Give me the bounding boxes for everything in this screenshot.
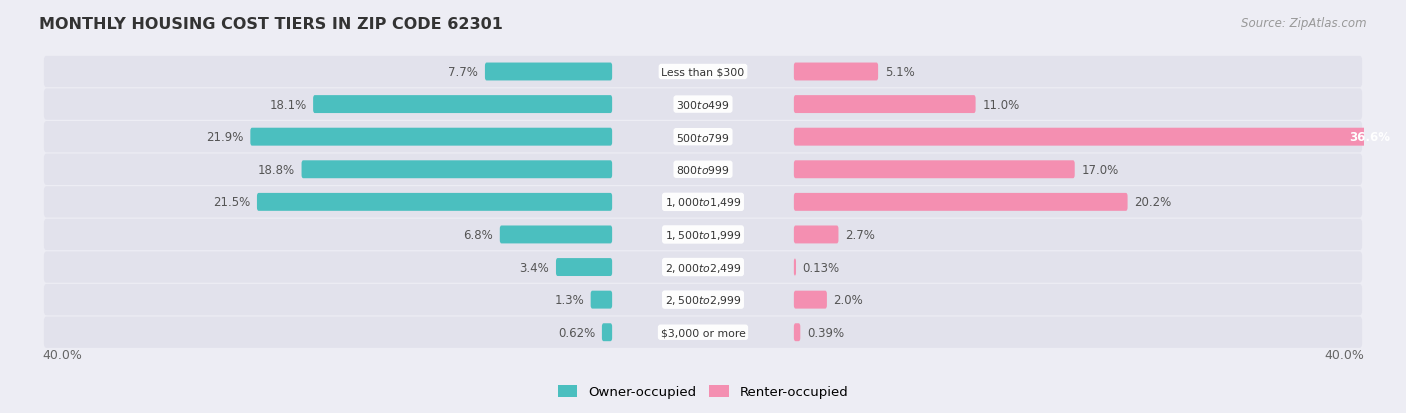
Text: 18.8%: 18.8% [257, 164, 295, 176]
FancyBboxPatch shape [794, 323, 800, 342]
Legend: Owner-occupied, Renter-occupied: Owner-occupied, Renter-occupied [553, 380, 853, 404]
Text: 0.39%: 0.39% [807, 326, 844, 339]
Text: $1,000 to $1,499: $1,000 to $1,499 [665, 196, 741, 209]
FancyBboxPatch shape [794, 96, 976, 114]
Text: 40.0%: 40.0% [1324, 348, 1364, 361]
Text: 17.0%: 17.0% [1081, 164, 1119, 176]
FancyBboxPatch shape [794, 193, 1128, 211]
FancyBboxPatch shape [44, 317, 1362, 348]
Text: 18.1%: 18.1% [270, 98, 307, 112]
FancyBboxPatch shape [44, 252, 1362, 283]
Text: 6.8%: 6.8% [464, 228, 494, 241]
Text: MONTHLY HOUSING COST TIERS IN ZIP CODE 62301: MONTHLY HOUSING COST TIERS IN ZIP CODE 6… [39, 17, 503, 31]
FancyBboxPatch shape [794, 128, 1399, 146]
FancyBboxPatch shape [499, 226, 612, 244]
Text: $300 to $499: $300 to $499 [676, 99, 730, 111]
Text: $2,000 to $2,499: $2,000 to $2,499 [665, 261, 741, 274]
FancyBboxPatch shape [44, 284, 1362, 316]
Text: 21.9%: 21.9% [207, 131, 243, 144]
Text: 0.13%: 0.13% [803, 261, 839, 274]
FancyBboxPatch shape [794, 291, 827, 309]
Text: 11.0%: 11.0% [983, 98, 1019, 112]
Text: $2,500 to $2,999: $2,500 to $2,999 [665, 293, 741, 306]
Text: 0.62%: 0.62% [558, 326, 595, 339]
FancyBboxPatch shape [44, 57, 1362, 88]
FancyBboxPatch shape [591, 291, 612, 309]
FancyBboxPatch shape [794, 63, 879, 81]
FancyBboxPatch shape [485, 63, 612, 81]
FancyBboxPatch shape [314, 96, 612, 114]
Text: 1.3%: 1.3% [554, 293, 583, 306]
FancyBboxPatch shape [555, 259, 612, 276]
FancyBboxPatch shape [602, 323, 612, 342]
Text: 5.1%: 5.1% [884, 66, 914, 79]
FancyBboxPatch shape [44, 219, 1362, 251]
FancyBboxPatch shape [44, 89, 1362, 121]
Text: Less than $300: Less than $300 [661, 67, 745, 77]
FancyBboxPatch shape [44, 187, 1362, 218]
FancyBboxPatch shape [794, 226, 838, 244]
Text: 7.7%: 7.7% [449, 66, 478, 79]
FancyBboxPatch shape [794, 259, 796, 276]
Text: $3,000 or more: $3,000 or more [661, 328, 745, 337]
Text: $1,500 to $1,999: $1,500 to $1,999 [665, 228, 741, 241]
FancyBboxPatch shape [257, 193, 612, 211]
Text: 36.6%: 36.6% [1350, 131, 1391, 144]
FancyBboxPatch shape [250, 128, 612, 146]
Text: 2.7%: 2.7% [845, 228, 875, 241]
Text: 20.2%: 20.2% [1135, 196, 1171, 209]
FancyBboxPatch shape [44, 122, 1362, 153]
Text: 21.5%: 21.5% [214, 196, 250, 209]
Text: Source: ZipAtlas.com: Source: ZipAtlas.com [1241, 17, 1367, 29]
FancyBboxPatch shape [44, 154, 1362, 185]
Text: 40.0%: 40.0% [42, 348, 82, 361]
Text: $800 to $999: $800 to $999 [676, 164, 730, 176]
Text: 2.0%: 2.0% [834, 293, 863, 306]
Text: 3.4%: 3.4% [520, 261, 550, 274]
FancyBboxPatch shape [301, 161, 612, 179]
Text: $500 to $799: $500 to $799 [676, 131, 730, 143]
FancyBboxPatch shape [794, 161, 1074, 179]
